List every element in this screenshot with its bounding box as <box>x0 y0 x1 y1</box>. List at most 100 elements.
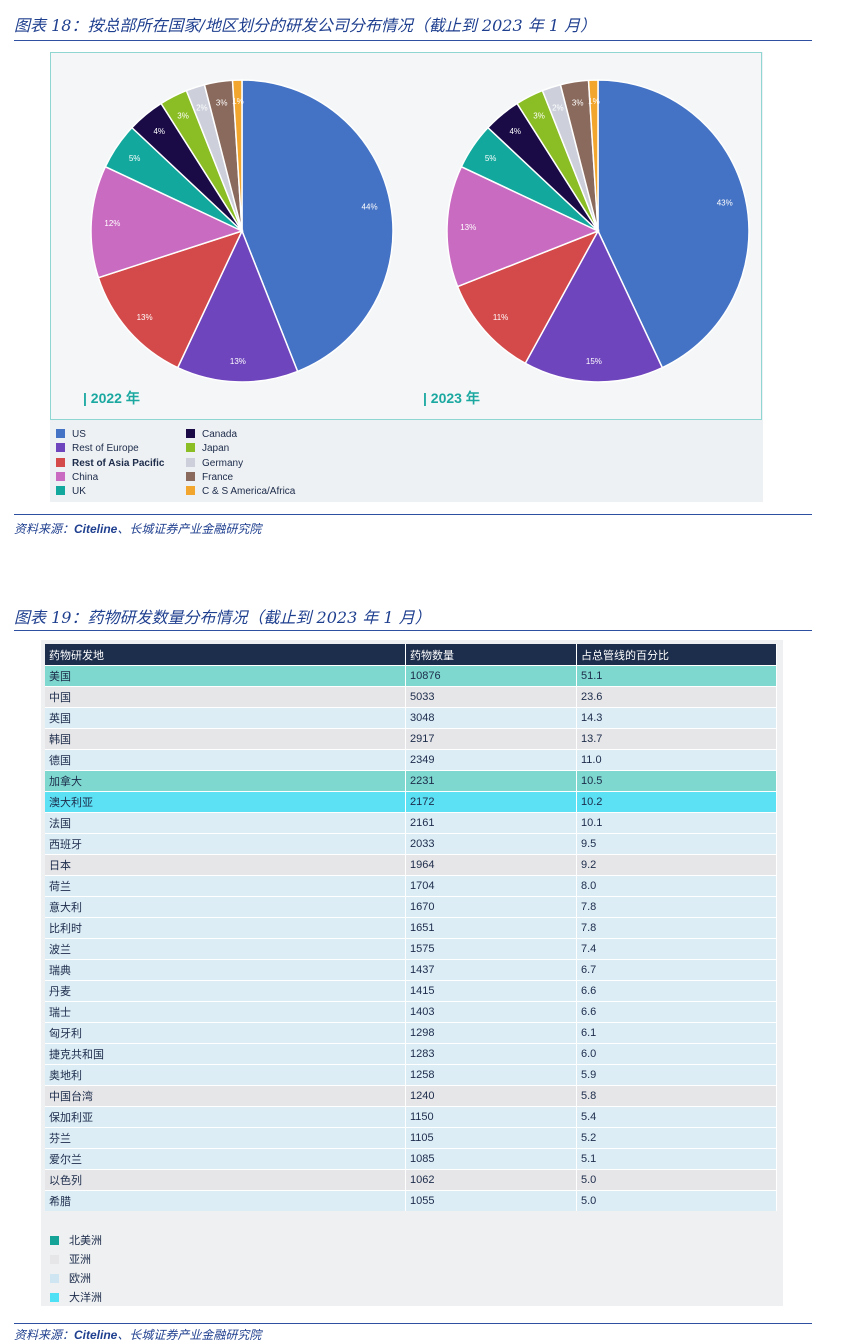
header-percent: 占总管线的百分比 <box>576 644 777 666</box>
cell-country: 以色列 <box>45 1169 406 1191</box>
table-row: 捷克共和国 1283 6.0 <box>45 1043 777 1065</box>
cell-country: 韩国 <box>45 728 406 750</box>
cell-country: 爱尔兰 <box>45 1148 406 1170</box>
cell-country: 意大利 <box>45 896 406 918</box>
pie-slice-label: 3% <box>177 111 189 120</box>
figure-18-bottom-rule <box>14 514 812 515</box>
pie-slice-label: 13% <box>230 357 246 366</box>
legend-label: Japan <box>202 443 230 455</box>
cell-pct: 6.6 <box>576 980 777 1002</box>
pie-slice-label: 1% <box>588 97 600 106</box>
cell-pct: 5.0 <box>576 1169 777 1191</box>
table-row: 波兰 1575 7.4 <box>45 938 777 960</box>
cell-pct: 9.2 <box>576 854 777 876</box>
cell-country: 西班牙 <box>45 833 406 855</box>
legend-swatch <box>186 471 195 481</box>
table-row: 比利时 1651 7.8 <box>45 917 777 939</box>
cell-pct: 5.8 <box>576 1085 777 1107</box>
region-legend-item: 大洋洲 <box>50 1289 102 1308</box>
pie-slice-china <box>90 165 245 279</box>
pie-slice-label: 2% <box>552 103 564 112</box>
legend-item-france: France <box>186 471 233 485</box>
table-row: 以色列 1062 5.0 <box>45 1169 777 1191</box>
region-legend: 北美洲 亚洲 欧洲 大洋洲 <box>50 1232 102 1308</box>
cell-country: 芬兰 <box>45 1127 406 1149</box>
table-row: 西班牙 2033 9.5 <box>45 833 777 855</box>
pie-slice-label: 5% <box>129 154 141 163</box>
figure-18-panel: 44% 13% 13% 12% 5% 4% 3% 2% 3% 1% 43% 15% 11% 13% 5% 4… <box>50 52 763 502</box>
legend-label: 北美洲 <box>69 1235 102 1247</box>
table-row: 中国台湾 1240 5.8 <box>45 1085 777 1107</box>
pie-chart-2023: 43% 15% 11% 13% 5% 4% 3% 2% 3% 1% <box>446 79 750 383</box>
cell-country: 中国 <box>45 686 406 708</box>
legend-label: 大洋洲 <box>69 1292 102 1304</box>
legend-label: US <box>72 429 86 440</box>
figure-19-bottom-rule <box>14 1323 812 1324</box>
cell-pct: 10.1 <box>576 812 777 834</box>
legend-item-canada: Canada <box>186 428 237 442</box>
legend-label: 亚洲 <box>69 1254 91 1266</box>
legend-item-japan: Japan <box>186 442 229 456</box>
pie-slice-us <box>597 79 750 369</box>
pie-slice-rest-of-europe <box>524 229 664 383</box>
cell-count: 1240 <box>405 1085 577 1107</box>
pie-slice-label: 43% <box>717 199 733 208</box>
source-rest: 、长城证券产业金融研究院 <box>117 1328 262 1342</box>
cell-count: 1651 <box>405 917 577 939</box>
cell-count: 1258 <box>405 1064 577 1086</box>
pie-slice-c-s-america-africa <box>231 79 243 232</box>
pie-slice-label: 5% <box>485 154 497 163</box>
cell-pct: 6.7 <box>576 959 777 981</box>
legend-swatch <box>56 486 65 496</box>
legend-swatch <box>186 457 195 467</box>
table-row: 瑞典 1437 6.7 <box>45 959 777 981</box>
table-row: 保加利亚 1150 5.4 <box>45 1106 777 1128</box>
table-row: 荷兰 1704 8.0 <box>45 875 777 897</box>
cell-pct: 7.8 <box>576 896 777 918</box>
pie-slice-label: 1% <box>232 97 244 106</box>
figure-18-title-rule <box>14 40 812 41</box>
legend-item-rest-of-asia-pacific: Rest of Asia Pacific <box>56 457 164 471</box>
cell-count: 1055 <box>405 1190 577 1211</box>
cell-count: 1150 <box>405 1106 577 1128</box>
pie-slice-rest-of-asia-pacific <box>97 229 244 369</box>
table-row: 瑞士 1403 6.6 <box>45 1001 777 1023</box>
legend-swatch <box>186 429 195 438</box>
cell-count: 2161 <box>405 812 577 834</box>
pie-slice-label: 3% <box>216 99 228 108</box>
year-label-2023: | 2023 年 <box>423 390 480 406</box>
source-name: Citeline <box>74 522 118 536</box>
cell-country: 丹麦 <box>45 980 406 1002</box>
figure-19-panel: 药物研发地 药物数量 占总管线的百分比 美国 10876 51.1 中国 5033 23.… <box>41 640 783 1306</box>
legend-item-rest-of-europe: Rest of Europe <box>56 442 139 456</box>
cell-count: 1415 <box>405 980 577 1002</box>
pie-slice-label: 13% <box>460 223 476 232</box>
table-row: 中国 5033 23.6 <box>45 686 777 708</box>
cell-count: 1085 <box>405 1148 577 1170</box>
legend-label: C & S America/Africa <box>202 486 296 498</box>
cell-count: 2349 <box>405 749 577 771</box>
table-row: 美国 10876 51.1 <box>45 665 777 687</box>
cell-country: 波兰 <box>45 938 406 960</box>
cell-count: 10876 <box>405 665 577 687</box>
legend-label: Canada <box>202 429 238 440</box>
table-row: 英国 3048 14.3 <box>45 707 777 729</box>
table-row: 匈牙利 1298 6.1 <box>45 1022 777 1044</box>
cell-country: 中国台湾 <box>45 1085 406 1107</box>
pie-slice-us <box>241 79 394 373</box>
pie-slice-label: 15% <box>586 357 602 366</box>
cell-country: 保加利亚 <box>45 1106 406 1128</box>
figure-18-source: 资料来源：Citeline、长城证券产业金融研究院 <box>14 520 261 537</box>
cell-country: 荷兰 <box>45 875 406 897</box>
cell-count: 2172 <box>405 791 577 813</box>
cell-pct: 11.0 <box>576 749 777 771</box>
legend-swatch <box>50 1236 59 1245</box>
cell-pct: 5.9 <box>576 1064 777 1086</box>
figure-18-title: 图表 18：按总部所在国家/地区划分的研发公司分布情况（截止到 2023 年 1… <box>14 16 597 35</box>
figure-19-source: 资料来源：Citeline、长城证券产业金融研究院 <box>14 1326 261 1343</box>
legend-item-c-s-america-africa: C & S America/Africa <box>186 485 295 499</box>
table-row: 澳大利亚 2172 10.2 <box>45 791 777 813</box>
pie-slice-china <box>446 165 600 288</box>
cell-pct: 5.2 <box>576 1127 777 1149</box>
table-row: 意大利 1670 7.8 <box>45 896 777 918</box>
